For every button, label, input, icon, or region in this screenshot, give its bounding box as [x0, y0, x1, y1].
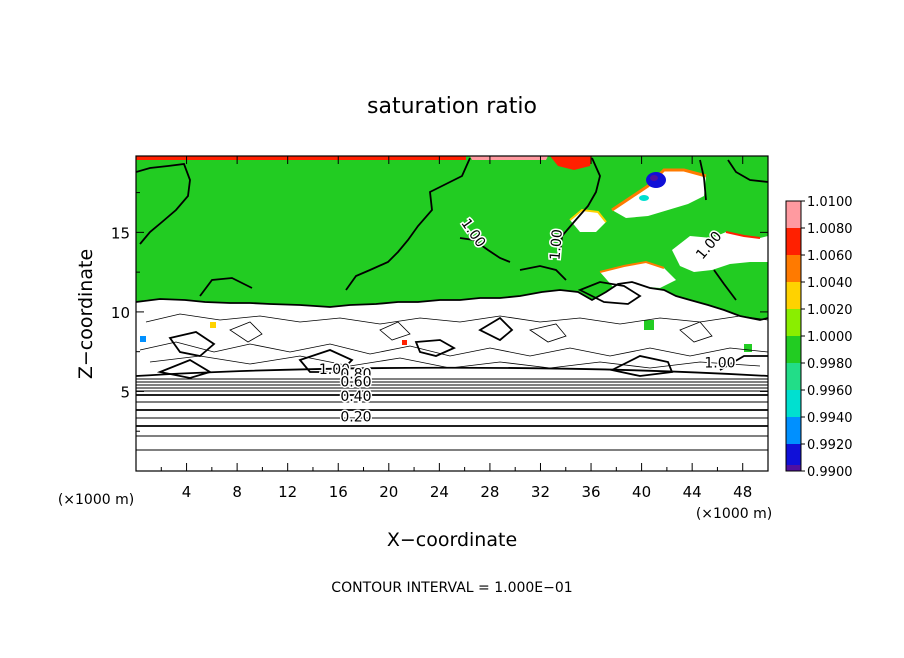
- colorbar-swatch: [786, 228, 801, 255]
- x-axis: 4 8 12 16 20 24 28 32 36 40 44 48: [160, 156, 752, 501]
- colorbar-label: 1.0080: [807, 222, 853, 237]
- colorbar-label: 1.0100: [807, 195, 853, 210]
- colorbar-swatch: [786, 336, 801, 363]
- colorbar-label: 1.0040: [807, 276, 853, 291]
- colorbar-swatch: [786, 363, 801, 390]
- x-tick-label: 12: [278, 483, 297, 501]
- patch-edge-4: [725, 231, 761, 239]
- colorbar-swatch: [786, 309, 801, 336]
- y-axis-label: Z−coordinate: [75, 249, 97, 379]
- clear-patch-right: [672, 232, 768, 272]
- top-red-band: [136, 156, 466, 160]
- colorbar: 1.0100 1.0080 1.0060 1.0040 1.0020 1.0000 0.99…: [785, 195, 853, 480]
- colorbar-label: 1.0020: [807, 303, 853, 318]
- top-red-patch: [550, 156, 592, 170]
- contour-label: 0.60: [340, 375, 371, 391]
- chart-title: saturation ratio: [367, 94, 537, 119]
- x-tick-label: 32: [531, 483, 550, 501]
- x-tick-label: 40: [632, 483, 651, 501]
- x-axis-label: X−coordinate: [387, 529, 517, 551]
- contour-label: 0.40: [340, 389, 371, 405]
- speck-2: [644, 320, 654, 330]
- y-tick-label: 10: [111, 304, 130, 322]
- y-axis: 5 10 15: [111, 192, 768, 432]
- colorbar-label: 1.0060: [807, 249, 853, 264]
- y-tick-label: 15: [111, 224, 130, 242]
- colorbar-swatch: [786, 417, 801, 444]
- clear-patch-mid: [600, 262, 676, 288]
- x-unit-right: (×1000 m): [696, 506, 772, 522]
- colorbar-swatch: [786, 255, 801, 282]
- colorbar-label: 0.9940: [807, 411, 853, 426]
- colorbar-label: 0.9980: [807, 357, 853, 372]
- speck-1: [140, 336, 146, 342]
- y-tick-label: 5: [120, 383, 130, 401]
- colorbar-label: 0.9900: [807, 465, 853, 480]
- x-tick-label: 20: [379, 483, 398, 501]
- contour-lines-bold: [136, 157, 768, 379]
- colorbar-swatch: [786, 201, 801, 228]
- speck-3: [402, 340, 407, 345]
- cyan-pocket: [639, 195, 649, 201]
- contour-label: 1.00: [547, 229, 566, 261]
- colorbar-label: 1.0000: [807, 330, 853, 345]
- x-tick-label: 24: [430, 483, 449, 501]
- x-tick-label: 48: [733, 483, 752, 501]
- x-tick-label: 28: [480, 483, 499, 501]
- patch-edge-2: [569, 208, 607, 223]
- clear-patch-upper: [612, 170, 706, 218]
- x-unit-left: (×1000 m): [58, 492, 134, 508]
- contour-label: 1.00: [704, 356, 735, 372]
- colorbar-swatch: [786, 465, 801, 471]
- contour-label: 0.20: [340, 410, 371, 426]
- lower-contours: [136, 366, 768, 451]
- x-tick-label: 4: [182, 483, 192, 501]
- speck-5: [210, 322, 216, 328]
- patch-edge-3: [599, 260, 665, 273]
- colorbar-swatch: [786, 444, 801, 471]
- x-tick-label: 44: [683, 483, 702, 501]
- x-tick-label: 8: [232, 483, 242, 501]
- speck-4: [744, 344, 752, 352]
- x-tick-label: 36: [581, 483, 600, 501]
- contour-label: 1.00: [319, 362, 350, 378]
- colorbar-swatch: [786, 282, 801, 309]
- colorbar-label: 0.9960: [807, 384, 853, 399]
- contour-interval-note: CONTOUR INTERVAL = 1.000E−01: [331, 580, 572, 596]
- colorbar-label: 0.9920: [807, 438, 853, 453]
- contour-label: 0.80: [340, 367, 371, 383]
- x-tick-label: 16: [329, 483, 348, 501]
- plot-frame: [135, 155, 769, 472]
- colorbar-swatch: [786, 390, 801, 417]
- subsaturated-pocket-core: [650, 175, 658, 181]
